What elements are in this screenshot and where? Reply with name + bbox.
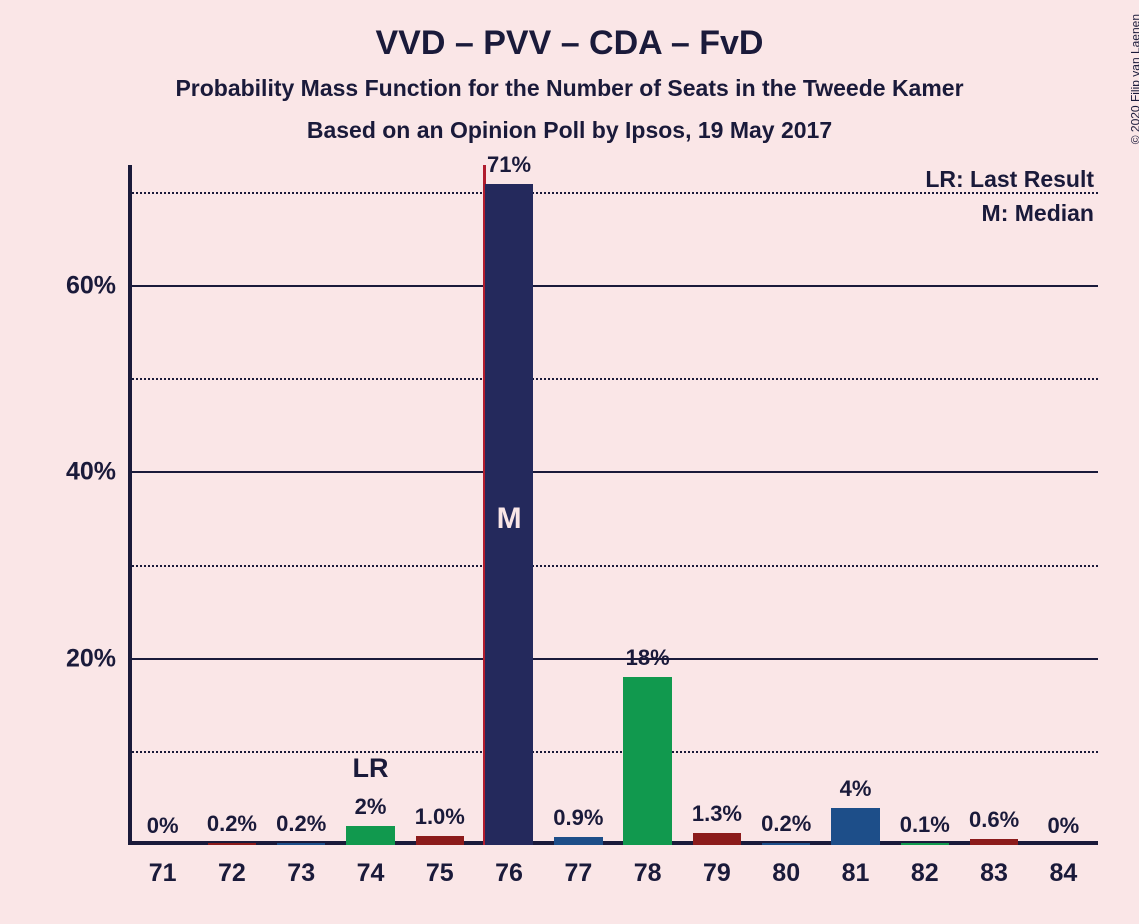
bar (831, 808, 880, 845)
bar (693, 833, 742, 845)
chart-plot-area: 20%40%60%0%0.2%0.2%2%1.0%71%0.9%18%1.3%0… (128, 165, 1098, 845)
bar (416, 836, 465, 845)
bar (623, 677, 672, 845)
bar-value-label: 4% (840, 776, 872, 802)
x-tick-label: 74 (357, 845, 385, 888)
bar (554, 837, 603, 845)
gridline-minor (128, 565, 1098, 567)
x-tick-label: 80 (772, 845, 800, 888)
last-result-label: LR (353, 753, 389, 784)
bar-value-label: 0.2% (207, 811, 257, 837)
bar-value-label: 0.2% (276, 811, 326, 837)
gridline-minor (128, 378, 1098, 380)
bar-value-label: 1.3% (692, 801, 742, 827)
x-tick-label: 72 (218, 845, 246, 888)
bar-value-label: 0.6% (969, 807, 1019, 833)
chart-title: VVD – PVV – CDA – FvD (0, 24, 1139, 63)
legend-lr: LR: Last Result (925, 166, 1094, 193)
x-tick-label: 81 (842, 845, 870, 888)
gridline-major (128, 285, 1098, 287)
x-tick-label: 79 (703, 845, 731, 888)
x-tick-label: 78 (634, 845, 662, 888)
x-tick-label: 76 (495, 845, 523, 888)
gridline-major (128, 471, 1098, 473)
y-tick-label: 60% (66, 272, 128, 301)
bar-value-label: 0.9% (553, 805, 603, 831)
legend-median: M: Median (982, 200, 1094, 227)
y-tick-label: 20% (66, 644, 128, 673)
chart-subtitle-1: Probability Mass Function for the Number… (0, 75, 1139, 102)
bar-value-label: 71% (487, 152, 531, 178)
copyright-text: © 2020 Filip van Laenen (1128, 14, 1139, 144)
bar-value-label: 0% (147, 813, 179, 839)
bar-value-label: 0.2% (761, 811, 811, 837)
chart-subtitle-2: Based on an Opinion Poll by Ipsos, 19 Ma… (0, 117, 1139, 144)
x-tick-label: 75 (426, 845, 454, 888)
bar-value-label: 18% (626, 645, 670, 671)
x-tick-label: 83 (980, 845, 1008, 888)
y-tick-label: 40% (66, 458, 128, 487)
gridline-major (128, 658, 1098, 660)
x-tick-label: 77 (564, 845, 592, 888)
x-tick-label: 82 (911, 845, 939, 888)
bar-value-label: 2% (355, 794, 387, 820)
bar (346, 826, 395, 845)
x-tick-label: 73 (287, 845, 315, 888)
bar-value-label: 0% (1047, 813, 1079, 839)
median-marker: M (497, 502, 522, 536)
gridline-minor (128, 751, 1098, 753)
x-tick-label: 71 (149, 845, 177, 888)
bar-value-label: 0.1% (900, 812, 950, 838)
bar-value-label: 1.0% (415, 804, 465, 830)
y-axis-line (128, 165, 132, 845)
x-axis-line (128, 841, 1098, 845)
x-tick-label: 84 (1049, 845, 1077, 888)
